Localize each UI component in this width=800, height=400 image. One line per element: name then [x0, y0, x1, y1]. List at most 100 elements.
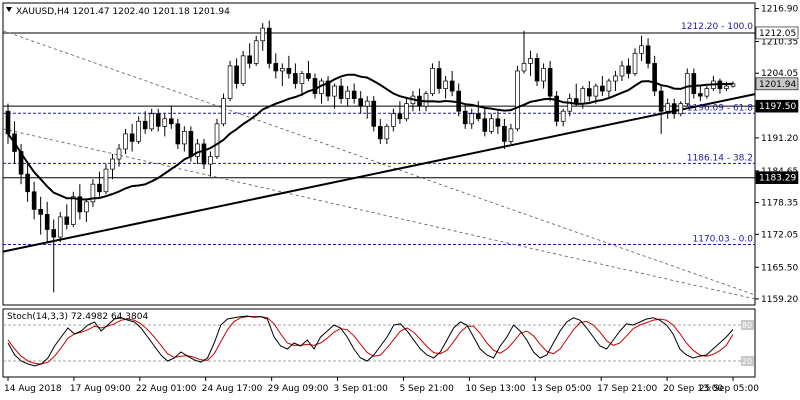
candle-body	[201, 143, 207, 165]
candle-body	[123, 133, 128, 150]
trendline	[2, 93, 756, 253]
candle-body	[38, 209, 43, 215]
candle-body	[84, 201, 89, 213]
candle-body	[534, 58, 540, 82]
candle-body	[377, 125, 383, 140]
x-tick-label: 5 Sep 21:00	[399, 384, 454, 394]
candle-body	[312, 78, 318, 94]
candle-body	[384, 125, 390, 140]
candle-body	[391, 113, 396, 127]
main-price-pane: 1212.20 - 100.0 1196.09 - 61.8 1186.14 - 3…	[2, 2, 756, 306]
price-tag-box	[755, 77, 799, 91]
candle-body	[586, 88, 592, 97]
stochastic-lines	[7, 315, 734, 367]
candle-body	[293, 73, 298, 84]
candle-body	[724, 85, 729, 89]
candle-body	[286, 68, 292, 74]
candle-body	[280, 68, 285, 72]
candle-body	[502, 125, 507, 142]
candle-body	[332, 85, 337, 97]
price-tags: 1212.05 1201.94 1197.50 1183.29	[755, 26, 799, 185]
price-tag-label: 1197.50	[759, 102, 796, 112]
candle-body	[521, 63, 527, 72]
trend-lines	[2, 30, 756, 300]
candle-body	[489, 118, 494, 132]
price-tag-label: 1183.29	[759, 174, 796, 184]
candles	[5, 20, 736, 293]
candle-body	[129, 133, 135, 142]
candle-body	[208, 156, 213, 165]
x-tick-label: 17 Sep 21:00	[597, 384, 657, 394]
candle-body	[71, 196, 76, 225]
candle-body	[103, 168, 109, 193]
candle-body	[613, 75, 618, 82]
candle-body	[299, 73, 305, 84]
channel-line	[2, 30, 756, 296]
candle-body	[449, 80, 455, 92]
x-tick-label: 13 Sep 05:00	[531, 384, 591, 394]
y-tick-label: 1216.90	[761, 5, 798, 15]
candle-body	[364, 100, 370, 107]
candle-body	[44, 214, 50, 230]
x-tick-label: 14 Aug 2018	[4, 384, 62, 394]
candle-body	[684, 73, 690, 105]
candle-body	[168, 118, 174, 125]
candle-body	[423, 93, 429, 107]
candle-body	[665, 103, 670, 112]
candle-body	[240, 55, 246, 84]
y-tick-label: 1191.20	[761, 134, 798, 144]
candle-body	[162, 118, 168, 127]
stochastic-level-tag	[741, 356, 754, 366]
candle-body	[260, 27, 266, 42]
candle-body	[397, 113, 403, 120]
candle-body	[273, 63, 279, 72]
stochastic-pane-frame	[2, 308, 756, 378]
candle-body	[593, 85, 599, 97]
candle-body	[338, 85, 344, 99]
x-tick-label: 3 Sep 01:00	[334, 384, 389, 394]
candle-body	[221, 98, 226, 125]
y-tick-label: 1204.05	[761, 69, 798, 79]
x-tick-label: 22 Aug 01:00	[136, 384, 197, 394]
candle-body	[351, 90, 357, 99]
fib-label: 1170.03 - 0.0	[693, 234, 754, 244]
candle-body	[443, 80, 448, 89]
x-tick-label: 10 Sep 13:00	[465, 384, 525, 394]
stochastic-title: Stoch(14,3,3) 72.4982 64.3804	[7, 312, 148, 322]
candle-body	[462, 110, 468, 125]
fib-label: 1196.09 - 61.8	[687, 103, 753, 113]
main-pane-frame	[2, 2, 756, 306]
moving-average-line	[7, 73, 734, 201]
x-tick-label: 25 Sep 05:00	[699, 384, 759, 394]
candle-body	[149, 113, 155, 130]
candle-body	[253, 40, 259, 64]
candle-body	[182, 131, 187, 145]
x-axis: 14 Aug 2018 17 Aug 09:00 22 Aug 01:00 24 Au…	[4, 377, 759, 394]
candle-body	[227, 65, 233, 99]
horizontal-levels	[3, 32, 755, 245]
candle-body	[247, 55, 252, 64]
candle-body	[475, 113, 481, 120]
candle-body	[110, 158, 115, 170]
symbol-header: XAUUSD,H4 1201.47 1202.40 1201.18 1201.9…	[6, 7, 230, 17]
candle-body	[90, 183, 96, 203]
candle-body	[77, 196, 83, 213]
candle-body	[358, 98, 364, 107]
candle-body	[508, 128, 514, 142]
stochastic-level-tag	[741, 320, 754, 330]
candle-body	[691, 73, 697, 94]
stochastic-signal-line	[7, 316, 734, 365]
price-tag-box	[755, 171, 799, 185]
candle-body	[698, 93, 703, 97]
candle-body	[155, 113, 161, 127]
candle-body	[645, 45, 651, 64]
candle-body	[404, 103, 409, 120]
candle-body	[25, 173, 30, 193]
candle-body	[678, 103, 684, 115]
candle-body	[619, 65, 625, 77]
price-tag-label: 1201.94	[759, 80, 796, 90]
channel-line	[2, 128, 756, 300]
candle-body	[560, 110, 566, 122]
candle-body	[64, 216, 70, 225]
